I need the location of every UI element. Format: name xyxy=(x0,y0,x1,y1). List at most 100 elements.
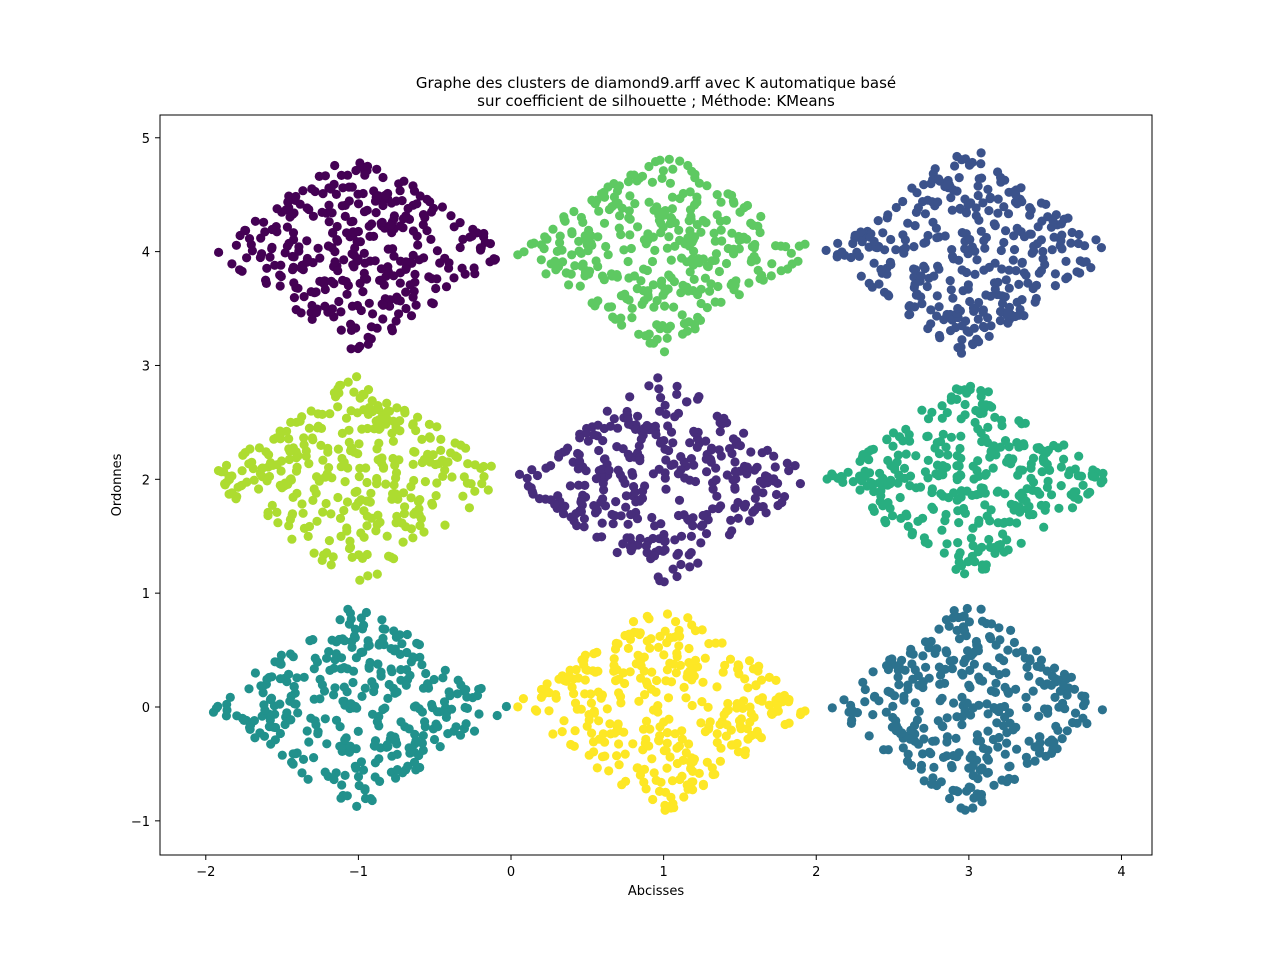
data-point xyxy=(662,763,672,773)
data-point xyxy=(340,211,350,221)
data-point xyxy=(623,643,634,654)
data-point xyxy=(428,500,438,510)
data-point xyxy=(696,227,706,237)
data-point xyxy=(883,210,893,220)
data-point xyxy=(235,265,245,275)
data-point xyxy=(620,749,630,759)
data-point xyxy=(476,683,486,694)
data-point xyxy=(294,242,304,252)
data-point xyxy=(1012,223,1022,233)
data-point xyxy=(793,256,803,266)
data-point xyxy=(354,472,364,482)
data-point xyxy=(405,670,415,681)
data-point xyxy=(1038,246,1048,257)
data-point xyxy=(280,248,290,258)
data-point xyxy=(380,190,390,200)
data-point xyxy=(919,723,929,733)
data-point xyxy=(628,739,638,749)
data-point xyxy=(323,241,333,251)
data-point xyxy=(951,322,961,333)
data-point xyxy=(463,459,473,469)
data-point xyxy=(397,639,407,649)
data-point xyxy=(934,449,945,459)
data-point xyxy=(492,710,502,721)
data-point xyxy=(324,536,334,546)
data-point xyxy=(1011,266,1021,276)
data-point xyxy=(1059,669,1070,679)
data-point xyxy=(1003,308,1013,318)
data-point xyxy=(376,667,386,677)
data-point xyxy=(644,614,654,624)
data-point xyxy=(603,302,614,312)
data-point xyxy=(665,178,676,188)
data-point xyxy=(885,655,895,665)
data-point xyxy=(881,707,891,717)
data-point xyxy=(327,304,337,314)
data-point xyxy=(771,241,781,251)
data-point xyxy=(358,765,369,775)
data-point xyxy=(336,380,346,390)
data-point xyxy=(688,521,698,531)
data-point xyxy=(669,302,679,312)
data-point xyxy=(938,752,949,763)
data-point xyxy=(662,324,673,334)
data-point xyxy=(285,715,296,725)
data-point xyxy=(591,474,602,484)
data-point xyxy=(947,245,957,255)
data-point xyxy=(774,692,784,702)
data-point xyxy=(722,720,732,730)
data-point xyxy=(722,470,732,480)
data-point xyxy=(672,381,682,391)
y-tick-label: 3 xyxy=(142,359,150,374)
y-tick-label: 5 xyxy=(142,132,150,147)
data-point xyxy=(996,415,1007,425)
data-point xyxy=(1098,468,1108,478)
data-point xyxy=(275,659,285,669)
data-point xyxy=(418,683,429,693)
data-point xyxy=(577,655,587,665)
data-point xyxy=(316,423,327,433)
data-point xyxy=(973,314,983,324)
data-point xyxy=(653,642,664,653)
data-point xyxy=(681,748,691,758)
data-point xyxy=(770,462,780,472)
data-point xyxy=(1003,318,1013,328)
data-point xyxy=(260,227,270,237)
data-point xyxy=(1011,190,1021,200)
data-point xyxy=(730,466,741,477)
data-point xyxy=(973,774,983,784)
data-point xyxy=(1009,231,1019,241)
data-point xyxy=(372,569,382,579)
data-point xyxy=(467,231,477,241)
data-point xyxy=(698,677,708,687)
data-point xyxy=(677,253,687,263)
data-point xyxy=(640,331,651,341)
data-point xyxy=(649,551,660,561)
data-point xyxy=(303,774,313,784)
data-point xyxy=(903,218,913,228)
data-point xyxy=(1022,484,1032,494)
data-point xyxy=(711,249,722,259)
data-point xyxy=(408,533,418,543)
data-point xyxy=(329,774,339,785)
data-point xyxy=(683,613,693,623)
data-point xyxy=(213,466,224,476)
data-point xyxy=(352,408,362,418)
data-point xyxy=(413,240,423,250)
data-point xyxy=(548,224,558,234)
data-point xyxy=(419,253,429,263)
data-point xyxy=(888,701,898,712)
data-point xyxy=(643,232,653,242)
data-point xyxy=(688,766,698,777)
data-point xyxy=(919,734,929,744)
data-point xyxy=(1019,311,1029,321)
data-point xyxy=(651,775,661,786)
data-point xyxy=(983,767,994,778)
data-point xyxy=(1004,265,1014,275)
data-point xyxy=(715,427,725,437)
data-point xyxy=(441,282,452,292)
data-point xyxy=(932,311,942,321)
data-point xyxy=(429,734,440,745)
data-point xyxy=(431,283,441,294)
data-point xyxy=(227,471,237,481)
